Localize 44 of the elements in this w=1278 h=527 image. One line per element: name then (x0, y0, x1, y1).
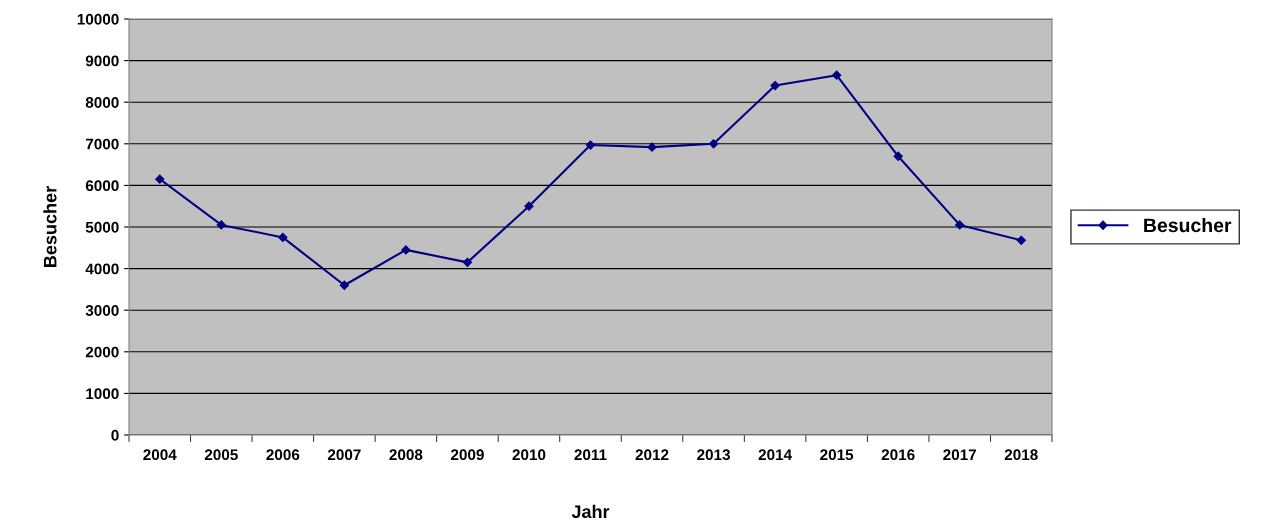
point (708, 139, 719, 149)
point (524, 201, 534, 211)
x-tick-label: 2016 (881, 449, 915, 461)
x-tick-label: 2005 (204, 449, 238, 461)
y-tick-label: 1000 (86, 388, 119, 400)
x-tick-label: 2012 (635, 449, 669, 461)
x-tick-label: 2004 (143, 449, 177, 461)
point (216, 220, 226, 230)
y-axis-title: Besucher (43, 186, 57, 267)
y-tick-label: 6000 (85, 180, 119, 192)
x-tick-label: 2013 (697, 449, 731, 461)
y-tick-label: 4000 (85, 263, 119, 275)
y-tick-label: 10000 (77, 13, 119, 25)
point (155, 174, 165, 184)
point (401, 245, 411, 255)
point (832, 70, 842, 80)
x-tick-label: 2011 (574, 449, 607, 461)
point (893, 151, 903, 161)
point (1016, 235, 1026, 245)
x-tick-label: 2008 (389, 449, 423, 461)
y-tick-label: 8000 (85, 97, 119, 108)
x-axis-title: Jahr (571, 504, 610, 519)
y-tick-label: 5000 (85, 221, 119, 233)
x-tick-label: 2010 (512, 449, 546, 461)
y-tick-label: 0 (111, 429, 119, 441)
point (585, 140, 596, 150)
point (647, 142, 657, 152)
y-tick-label: 9000 (85, 55, 119, 67)
point (339, 280, 349, 290)
x-tick-label: 2009 (450, 449, 484, 461)
point (955, 220, 965, 230)
point (770, 80, 780, 91)
x-tick-label: 2018 (1004, 449, 1038, 461)
x-tick-label: 2014 (758, 449, 793, 461)
y-tick-label: 7000 (85, 138, 119, 150)
x-tick-label: 2017 (943, 449, 977, 461)
point (462, 257, 473, 267)
x-tick-label: 2006 (266, 449, 300, 461)
legend-label: Besucher (1144, 217, 1232, 233)
point (278, 232, 288, 243)
y-tick-label: 3000 (85, 305, 119, 316)
x-tick-label: 2015 (820, 449, 854, 461)
x-tick-label: 2007 (327, 449, 361, 461)
y-tick-label: 2000 (85, 346, 119, 358)
